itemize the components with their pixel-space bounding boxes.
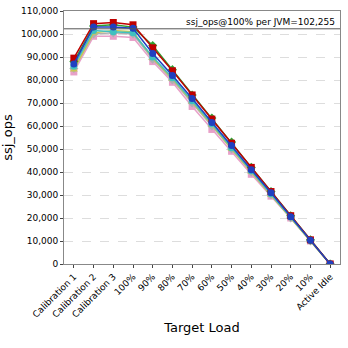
svg-text:10,000: 10,000 xyxy=(27,236,59,246)
svg-text:20%: 20% xyxy=(274,272,296,294)
svg-text:70%: 70% xyxy=(176,272,198,294)
svg-text:ssj_ops: ssj_ops xyxy=(0,114,15,161)
svg-text:90%: 90% xyxy=(136,272,158,294)
svg-text:0: 0 xyxy=(52,259,58,269)
svg-text:40,000: 40,000 xyxy=(27,167,59,177)
svg-text:60,000: 60,000 xyxy=(27,121,59,131)
svg-text:50%: 50% xyxy=(215,272,237,294)
svg-text:30%: 30% xyxy=(254,272,276,294)
svg-text:Active Idle: Active Idle xyxy=(294,272,335,313)
svg-text:100,000: 100,000 xyxy=(21,29,58,39)
svg-text:10%: 10% xyxy=(294,272,316,294)
svg-text:50,000: 50,000 xyxy=(27,144,59,154)
svg-text:100%: 100% xyxy=(112,272,138,298)
svg-text:90,000: 90,000 xyxy=(27,52,59,62)
svg-text:80%: 80% xyxy=(156,272,178,294)
svg-text:30,000: 30,000 xyxy=(27,190,59,200)
svg-text:70,000: 70,000 xyxy=(27,98,59,108)
svg-text:Calibration 1: Calibration 1 xyxy=(31,272,79,320)
svg-text:40%: 40% xyxy=(235,272,257,294)
svg-text:Calibration 2: Calibration 2 xyxy=(50,272,98,320)
svg-text:ssj_ops@100% per JVM=102,255: ssj_ops@100% per JVM=102,255 xyxy=(186,17,335,27)
svg-text:Target Load: Target Load xyxy=(163,320,240,335)
svg-text:80,000: 80,000 xyxy=(27,75,59,85)
svg-text:110,000: 110,000 xyxy=(21,6,58,16)
svg-text:20,000: 20,000 xyxy=(27,213,59,223)
svg-text:60%: 60% xyxy=(195,272,217,294)
svg-text:Calibration 3: Calibration 3 xyxy=(70,272,118,320)
